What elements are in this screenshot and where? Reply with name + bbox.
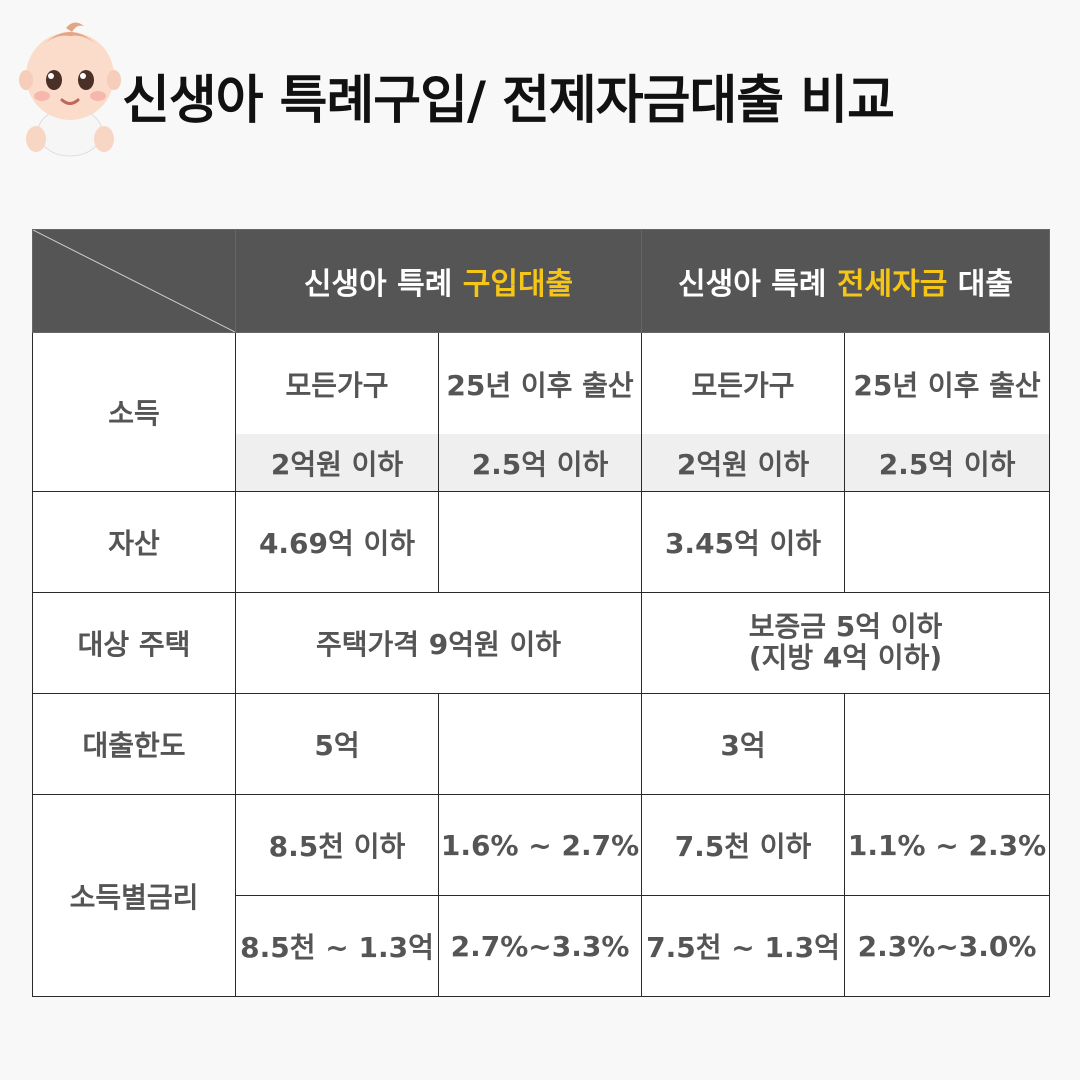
limit-cell: 5억 (235, 693, 439, 795)
income-group-cell: 모든가구 (641, 332, 846, 435)
assets-cell: 4.69억 이하 (235, 491, 439, 593)
limit-cell (437, 693, 643, 795)
income-limit-cell: 2.5억 이하 (844, 434, 1051, 493)
row-label-rates: 소득별금리 (32, 794, 236, 997)
header-purchase-loan: 신생아 특례 구입대출 (234, 229, 643, 333)
income-group-cell: 25년 이후 출산 (844, 332, 1051, 435)
limit-cell (844, 693, 1051, 795)
comparison-table: 신생아 특례 구입대출 신생아 특례 전세자금 대출 소득 모든가구 25년 이… (32, 229, 1051, 997)
rate-cell: 7.5천 이하 (641, 794, 846, 896)
housing-jeonse-cell: 보증금 5억 이하 (지방 4억 이하) (641, 592, 1051, 694)
assets-cell (437, 491, 643, 593)
row-label-limit: 대출한도 (32, 693, 236, 795)
limit-row: 대출한도 5억 3억 (32, 693, 1051, 795)
rate-cell: 7.5천 ~ 1.3억 (641, 895, 846, 997)
rate-cell: 1.1% ~ 2.3% (844, 794, 1051, 896)
rate-cell: 8.5천 이하 (235, 794, 439, 896)
page-title: 신생아 특례구입/ 전제자금대출 비교 (122, 71, 895, 131)
income-group-cell: 25년 이후 출산 (437, 332, 643, 435)
baby-icon (19, 22, 121, 157)
income-limit-cell: 2억원 이하 (641, 434, 846, 493)
housing-purchase-cell: 주택가격 9억원 이하 (234, 592, 643, 694)
rate-cell: 2.3%~3.0% (844, 895, 1051, 997)
assets-cell (844, 491, 1051, 593)
rates-row: 8.5천 ~ 1.3억 2.7%~3.3% 7.5천 ~ 1.3억 2.3%~3… (33, 895, 1051, 997)
row-label-assets: 자산 (32, 491, 236, 593)
corner-cell (32, 229, 236, 333)
income-limit-cell: 2.5억 이하 (437, 434, 643, 493)
assets-row: 자산 4.69억 이하 3.45억 이하 (32, 491, 1051, 593)
housing-jeonse-line1: 보증금 5억 이하 (748, 610, 943, 644)
rates-row: 소득별금리 8.5천 이하 1.6% ~ 2.7% 7.5천 이하 1.1% ~… (32, 794, 1051, 997)
row-label-housing: 대상 주택 (32, 592, 236, 694)
income-group-row: 소득 모든가구 25년 이후 출산 모든가구 25년 이후 출산 (32, 332, 1051, 492)
assets-cell: 3.45억 이하 (641, 491, 846, 593)
header-jeonse-loan: 신생아 특례 전세자금 대출 (641, 229, 1051, 333)
income-limit-row: 2억원 이하 2.5억 이하 2억원 이하 2.5억 이하 (33, 434, 1051, 493)
rate-cell: 2.7%~3.3% (437, 895, 643, 997)
table-header-row: 신생아 특례 구입대출 신생아 특례 전세자금 대출 (32, 229, 1051, 333)
limit-cell: 3억 (641, 693, 846, 795)
diagonal-divider (33, 230, 235, 332)
rate-cell: 1.6% ~ 2.7% (437, 794, 643, 896)
income-limit-cell: 2억원 이하 (235, 434, 439, 493)
row-label-income: 소득 (32, 332, 236, 492)
header: 신생아 특례구입/ 전제자금대출 비교 (0, 0, 1080, 170)
income-group-cell: 모든가구 (235, 332, 439, 435)
rate-cell: 8.5천 ~ 1.3억 (235, 895, 439, 997)
housing-row: 대상 주택 주택가격 9억원 이하 보증금 5억 이하 (지방 4억 이하) (32, 592, 1051, 694)
housing-jeonse-line2: (지방 4억 이하) (748, 641, 943, 674)
